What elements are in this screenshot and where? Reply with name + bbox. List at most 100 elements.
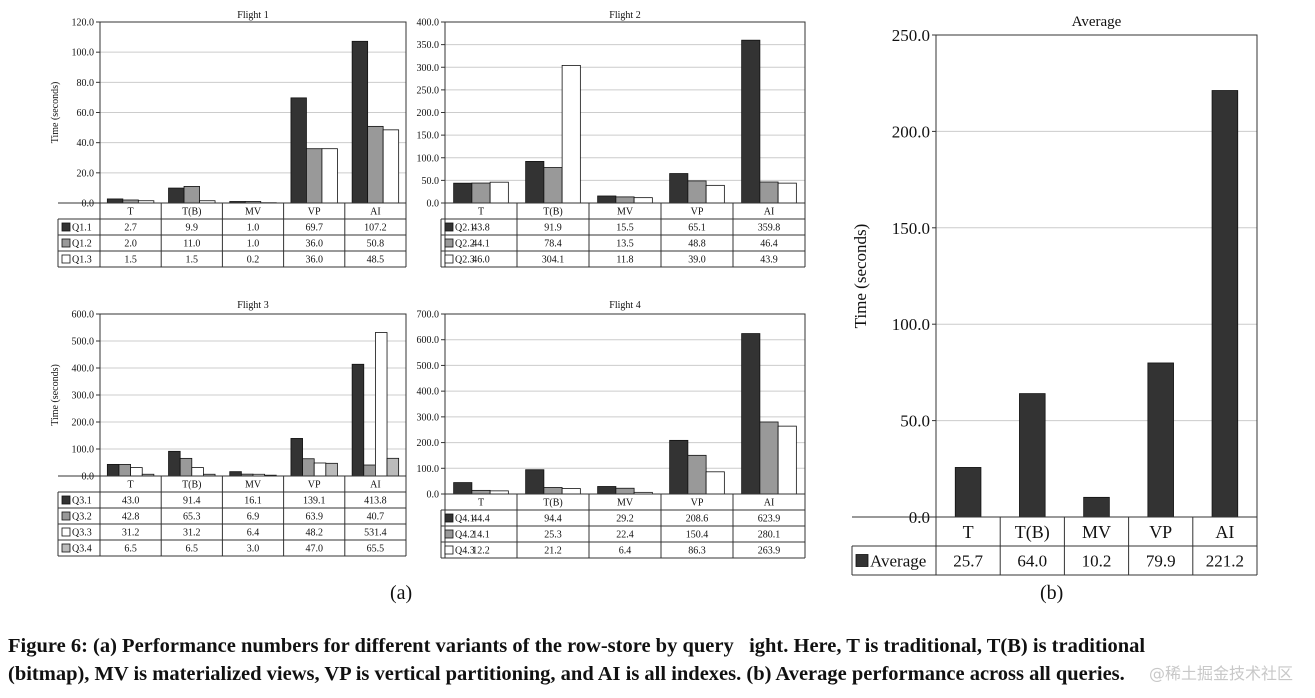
bar-average-ai [1211,90,1239,518]
data-label: 50.8 [367,239,385,250]
data-label: 280.1 [758,530,781,541]
category-label: T(B) [182,207,201,218]
bar-q4-2-vp [687,454,707,495]
y-tick-label: 120.0 [72,18,95,29]
data-label: 91.4 [183,496,201,507]
category-label: AI [764,498,775,509]
category-label: AI [370,207,381,218]
bar-q2-2-vp [687,180,707,204]
data-label: 91.9 [544,223,562,234]
data-label: 44.4 [472,514,490,525]
category-label: VP [308,480,321,491]
bar-q4-2-tb [543,487,563,495]
category-label: VP [691,498,704,509]
data-label: 64.0 [1017,551,1047,570]
y-tick-label: 400.0 [417,18,440,29]
category-label: VP [308,207,321,218]
bar-q1-2-ai [367,125,384,204]
legend-label: Q3.1 [72,496,92,507]
data-label: 1.5 [124,255,137,266]
category-label: T [478,498,484,509]
bar-q4-1-t [453,482,473,495]
legend-label: Q2.1 [455,223,475,234]
bar-average-t [954,467,982,518]
category-label: AI [764,207,775,218]
y-tick-label: 100.0 [417,153,440,164]
y-tick-label: 150.0 [892,219,930,238]
category-label: MV [1082,522,1111,542]
bar-q4-1-mv [597,486,617,495]
panel-label-b: (b) [1040,582,1064,604]
y-tick-label: 0.0 [427,490,440,501]
category-label: MV [245,207,262,218]
y-axis-label: Time (seconds) [851,224,870,329]
bar-q1-3-vp [321,148,338,204]
data-label: 1.5 [186,255,199,266]
category-label: T [128,207,134,218]
bar-q1-1-tb [168,187,185,204]
category-label: T(B) [543,498,562,509]
legend-label: Q1.3 [72,255,92,266]
data-label: 6.5 [124,544,137,555]
data-label: 31.2 [122,528,140,539]
y-tick-label: 100.0 [72,445,95,456]
data-label: 263.9 [758,546,781,557]
chart-flight-4: Flight 4 0.0 100.0 200.0 300.0 400.0 500.0 600.… [417,300,806,559]
legend-label: Q4.2 [455,530,475,541]
bar-q2-3-tb [561,64,581,204]
y-axis-label: Time (seconds) [50,364,61,426]
category-label: T(B) [182,480,201,491]
data-label: 0.2 [247,255,260,266]
watermark: @稀土掘金技术社区 [1148,664,1293,683]
bar-q2-3-mv [633,197,653,204]
category-label: MV [617,498,634,509]
bar-q3-4-vp [325,462,338,477]
bar-q2-2-tb [543,167,563,204]
category-label: MV [245,480,262,491]
data-label: 25.3 [544,530,562,541]
data-label: 22.4 [616,530,634,541]
data-label: 46.4 [760,239,778,250]
legend-label: Average [870,551,926,570]
bar-q3-1-tb [168,450,181,477]
data-label: 10.2 [1082,551,1112,570]
data-label: 623.9 [758,514,781,525]
legend-swatch [61,527,71,537]
y-tick-label: 40.0 [77,138,95,149]
bar-q4-2-t [471,489,491,495]
category-label: MV [617,207,634,218]
bar-q4-1-tb [525,469,545,495]
bar-q1-1-t [106,198,124,204]
y-tick-label: 60.0 [77,108,95,119]
y-tick-label: 300.0 [417,412,440,423]
data-label: 94.4 [544,514,562,525]
bar-q2-2-mv [615,196,635,204]
legend-swatch [855,554,869,567]
y-tick-label: 0.0 [82,199,95,210]
data-label: 69.7 [305,223,323,234]
bar-q2-2-ai [759,181,779,204]
data-label: 12.2 [472,546,490,557]
category-label: T(B) [1015,522,1050,543]
legend-swatch [444,545,454,555]
data-label: 36.0 [305,239,323,250]
bar-q3-3-tb [191,467,204,477]
data-label: 63.9 [305,512,323,523]
bar-average-vp [1147,362,1174,518]
bar-q2-1-mv [597,195,617,204]
bar-q4-1-vp [669,439,689,495]
data-label: 40.7 [367,512,385,523]
chart-title: Flight 4 [609,300,640,311]
data-label: 65.3 [183,512,201,523]
bar-q2-3-t [489,181,509,204]
legend-label: Q3.4 [72,544,92,555]
data-label: 14.1 [472,530,490,541]
bar-q3-1-mv [229,471,242,477]
category-label: T [963,522,974,542]
bar-q3-1-t [106,463,120,477]
data-label: 3.0 [247,544,260,555]
bar-q1-2-vp [306,148,323,204]
y-tick-label: 250.0 [417,85,440,96]
bar-q3-2-tb [179,457,193,477]
data-label: 47.0 [305,544,323,555]
